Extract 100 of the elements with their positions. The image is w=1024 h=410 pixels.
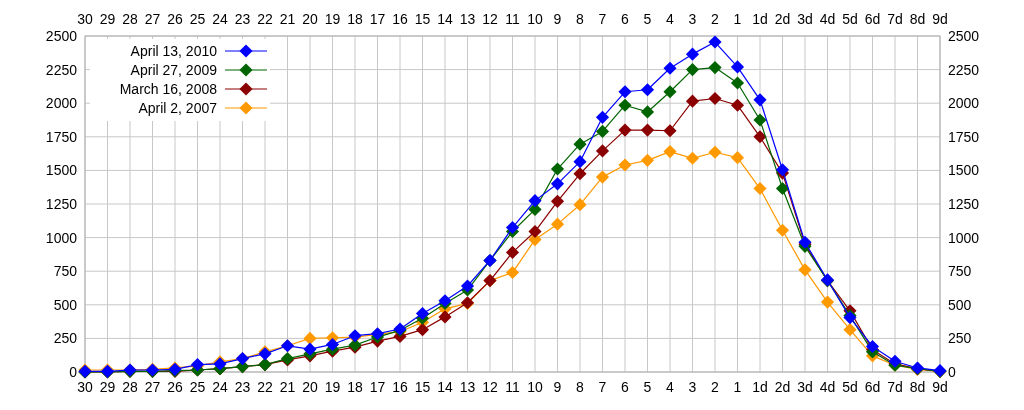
category-label: 7 (598, 11, 607, 27)
category-label: 3 (688, 11, 697, 27)
category-label: 9 (553, 11, 562, 27)
x-tick-label: 8 (576, 379, 585, 395)
category-label: 26 (167, 11, 183, 27)
y-tick-label: 1500 (45, 162, 78, 179)
category-label: 18 (347, 11, 363, 27)
category-label: 23 (234, 11, 251, 27)
x-tick-label: 13 (459, 379, 476, 395)
x-tick-label: 28 (122, 379, 138, 395)
category-label: 30 (77, 11, 93, 27)
category-label: 13 (459, 11, 476, 27)
x-tick-label: 9 (553, 379, 562, 395)
category-label: 2d (774, 11, 791, 27)
x-tick-label: 3d (797, 379, 813, 395)
y-tick-label: 500 (53, 296, 78, 313)
x-tick-label: 11 (505, 379, 520, 395)
category-label: 12 (482, 11, 498, 27)
y2-tick-label: 1750 (948, 128, 980, 145)
x-tick-label: 5 (643, 379, 652, 395)
x-tick-label: 27 (144, 379, 161, 395)
category-label: 4d (819, 11, 836, 27)
y2-tick-label: 1250 (948, 196, 980, 212)
x-tick-label: 3 (688, 379, 697, 395)
x-tick-label: 15 (414, 379, 431, 395)
x-tick-label: 7d (887, 379, 903, 395)
x-tick-label: 21 (279, 379, 296, 395)
x-tick-label: 22 (257, 379, 273, 395)
category-label: 6d (864, 11, 881, 27)
y-tick-label: 750 (53, 263, 78, 280)
category-label: 14 (437, 11, 453, 27)
x-tick-label: 4d (819, 379, 836, 395)
category-label: 20 (302, 11, 318, 27)
y2-tick-label: 500 (948, 296, 972, 313)
y2-tick-label: 2000 (948, 95, 980, 112)
x-tick-label: 7 (598, 379, 607, 395)
y2-tick-label: 0 (948, 364, 956, 380)
category-label: 10 (527, 11, 543, 27)
category-label: 25 (189, 11, 206, 27)
category-label: 17 (369, 11, 386, 27)
x-tick-label: 29 (99, 379, 116, 395)
category-label: 3d (797, 11, 813, 27)
y2-tick-label: 2500 (948, 28, 980, 44)
x-tick-label: 2 (711, 379, 720, 395)
x-tick-label: 2d (774, 379, 791, 395)
category-label: 1d (752, 11, 768, 27)
category-label: 11 (505, 11, 520, 27)
x-tick-label: 1d (752, 379, 768, 395)
x-tick-label: 8d (909, 379, 926, 395)
category-label: 16 (392, 11, 408, 27)
y-tick-label: 2000 (45, 95, 78, 112)
y2-tick-label: 750 (948, 263, 972, 280)
category-label: 9d (932, 11, 948, 27)
x-tick-label: 9d (932, 379, 948, 395)
category-label: 22 (257, 11, 273, 27)
category-label: 29 (99, 11, 116, 27)
category-label: 27 (144, 11, 161, 27)
x-tick-label: 12 (482, 379, 498, 395)
x-tick-label: 5d (842, 379, 858, 395)
category-label: 4 (666, 11, 674, 27)
y2-tick-label: 2250 (948, 61, 980, 78)
y2-tick-label: 1000 (948, 229, 980, 246)
legend-label: April 27, 2009 (130, 62, 218, 78)
category-label: 8d (909, 11, 926, 27)
category-label: 19 (324, 11, 341, 27)
y-tick-label: 2250 (45, 61, 78, 78)
x-tick-label: 25 (189, 379, 206, 395)
category-label: 6 (621, 11, 629, 27)
y2-tick-label: 1500 (948, 162, 980, 179)
x-tick-label: 20 (302, 379, 318, 395)
category-label: 15 (414, 11, 431, 27)
legend-label: March 16, 2008 (119, 81, 218, 97)
y2-tick-label: 250 (948, 330, 972, 347)
y-tick-label: 1750 (45, 128, 78, 145)
x-tick-label: 23 (234, 379, 251, 395)
y-tick-label: 1000 (45, 229, 78, 246)
category-label: 24 (212, 11, 228, 27)
legend-label: April 13, 2010 (130, 43, 218, 59)
x-tick-label: 6 (621, 379, 630, 395)
x-tick-label: 1 (733, 379, 742, 395)
legend-label: April 2, 2007 (138, 100, 218, 116)
x-tick-label: 17 (369, 379, 386, 395)
category-label: 21 (279, 11, 296, 27)
x-tick-label: 26 (167, 379, 183, 395)
y-tick-label: 2500 (45, 28, 78, 44)
x-tick-label: 30 (77, 379, 93, 395)
y-tick-label: 0 (69, 364, 78, 380)
category-label: 5 (643, 11, 652, 27)
x-tick-label: 19 (324, 379, 341, 395)
category-label: 7d (887, 11, 903, 27)
y-tick-label: 1250 (45, 196, 78, 212)
x-tick-label: 10 (527, 379, 543, 395)
x-tick-label: 4 (666, 379, 675, 395)
x-tick-label: 6d (864, 379, 881, 395)
category-label: 8 (576, 11, 584, 27)
y-tick-label: 250 (53, 330, 78, 347)
category-label: 5d (842, 11, 858, 27)
x-tick-label: 14 (437, 379, 453, 395)
x-tick-label: 16 (392, 379, 408, 395)
x-tick-label: 24 (212, 379, 228, 395)
